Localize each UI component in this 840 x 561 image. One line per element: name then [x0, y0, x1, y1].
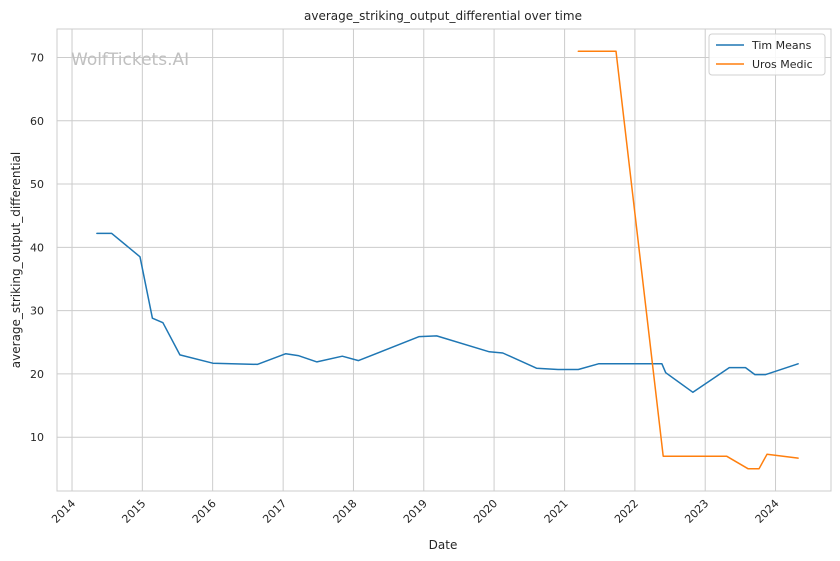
y-tick-labels: 10 20 30 40 50 60 70 [30, 51, 44, 444]
y-tick-label: 30 [30, 305, 44, 318]
y-tick-label: 70 [30, 51, 44, 64]
series-line-tim-means [96, 232, 799, 394]
y-tick-label: 20 [30, 368, 44, 381]
series-line-uros-medic [577, 50, 799, 470]
legend-label: Tim Means [751, 39, 812, 52]
grid-lines [57, 29, 831, 491]
y-tick-label: 10 [30, 431, 44, 444]
plot-area [57, 29, 831, 491]
legend-label: Uros Medic [752, 58, 813, 71]
x-axis-title: Date [429, 538, 458, 552]
y-axis-title: average_striking_output_differential [9, 152, 23, 368]
series-lines [96, 50, 799, 470]
y-tick-label: 50 [30, 178, 44, 191]
y-tick-label: 40 [30, 241, 44, 254]
chart-title: average_striking_output_differential ove… [304, 9, 582, 23]
plot-frame [56, 28, 832, 492]
y-tick-label: 60 [30, 115, 44, 128]
legend: Tim Means Uros Medic [708, 33, 826, 76]
watermark: WolfTickets.AI [71, 50, 189, 70]
